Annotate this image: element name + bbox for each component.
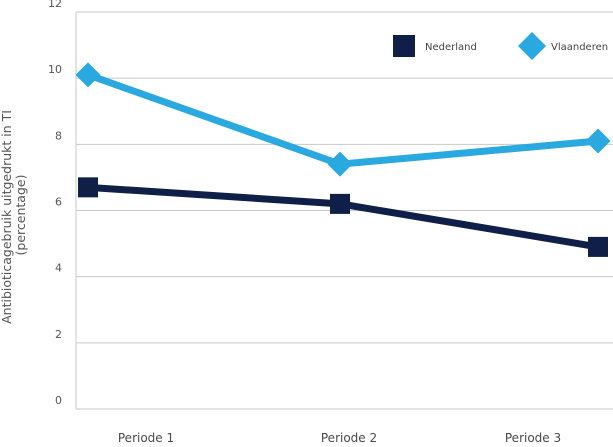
data-point-vlaanderen	[327, 151, 353, 177]
y-tick-label: 2	[55, 328, 62, 341]
legend-label-vlaanderen: Vlaanderen	[551, 42, 608, 53]
y-tick-label: 0	[55, 394, 62, 407]
data-point-nederland	[78, 177, 98, 198]
legend: Nederland Vlaanderen	[393, 32, 608, 60]
data-point-nederland	[588, 236, 608, 257]
y-tick-label: 4	[55, 262, 62, 275]
y-axis-title-line-1: Antibioticagebruik uitgedrukt in TI	[0, 110, 14, 324]
y-axis-ticks: 0 2 4 6 8 10 12	[48, 0, 62, 407]
y-axis-title-line-2: (percentage)	[13, 175, 28, 256]
legend-label-nederland: Nederland	[425, 42, 477, 53]
y-tick-label: 6	[55, 196, 62, 209]
series	[75, 62, 611, 257]
x-tick-label: Periode 2	[321, 431, 377, 445]
x-tick-label: Periode 1	[118, 431, 174, 445]
y-axis-title: Antibioticagebruik uitgedrukt in TI (per…	[0, 106, 28, 324]
y-tick-label: 8	[55, 129, 62, 142]
grid	[75, 11, 613, 410]
data-point-vlaanderen	[75, 62, 101, 88]
legend-marker-vlaanderen	[518, 32, 546, 60]
x-axis-ticks: Periode 1 Periode 2 Periode 3	[118, 431, 561, 445]
legend-marker-nederland	[393, 35, 415, 57]
x-tick-label: Periode 3	[505, 431, 561, 445]
y-tick-label: 10	[48, 63, 62, 76]
y-tick-label: 12	[48, 0, 62, 10]
data-point-vlaanderen	[585, 128, 611, 154]
data-point-nederland	[330, 193, 350, 214]
series-line-vlaanderen	[86, 71, 599, 168]
